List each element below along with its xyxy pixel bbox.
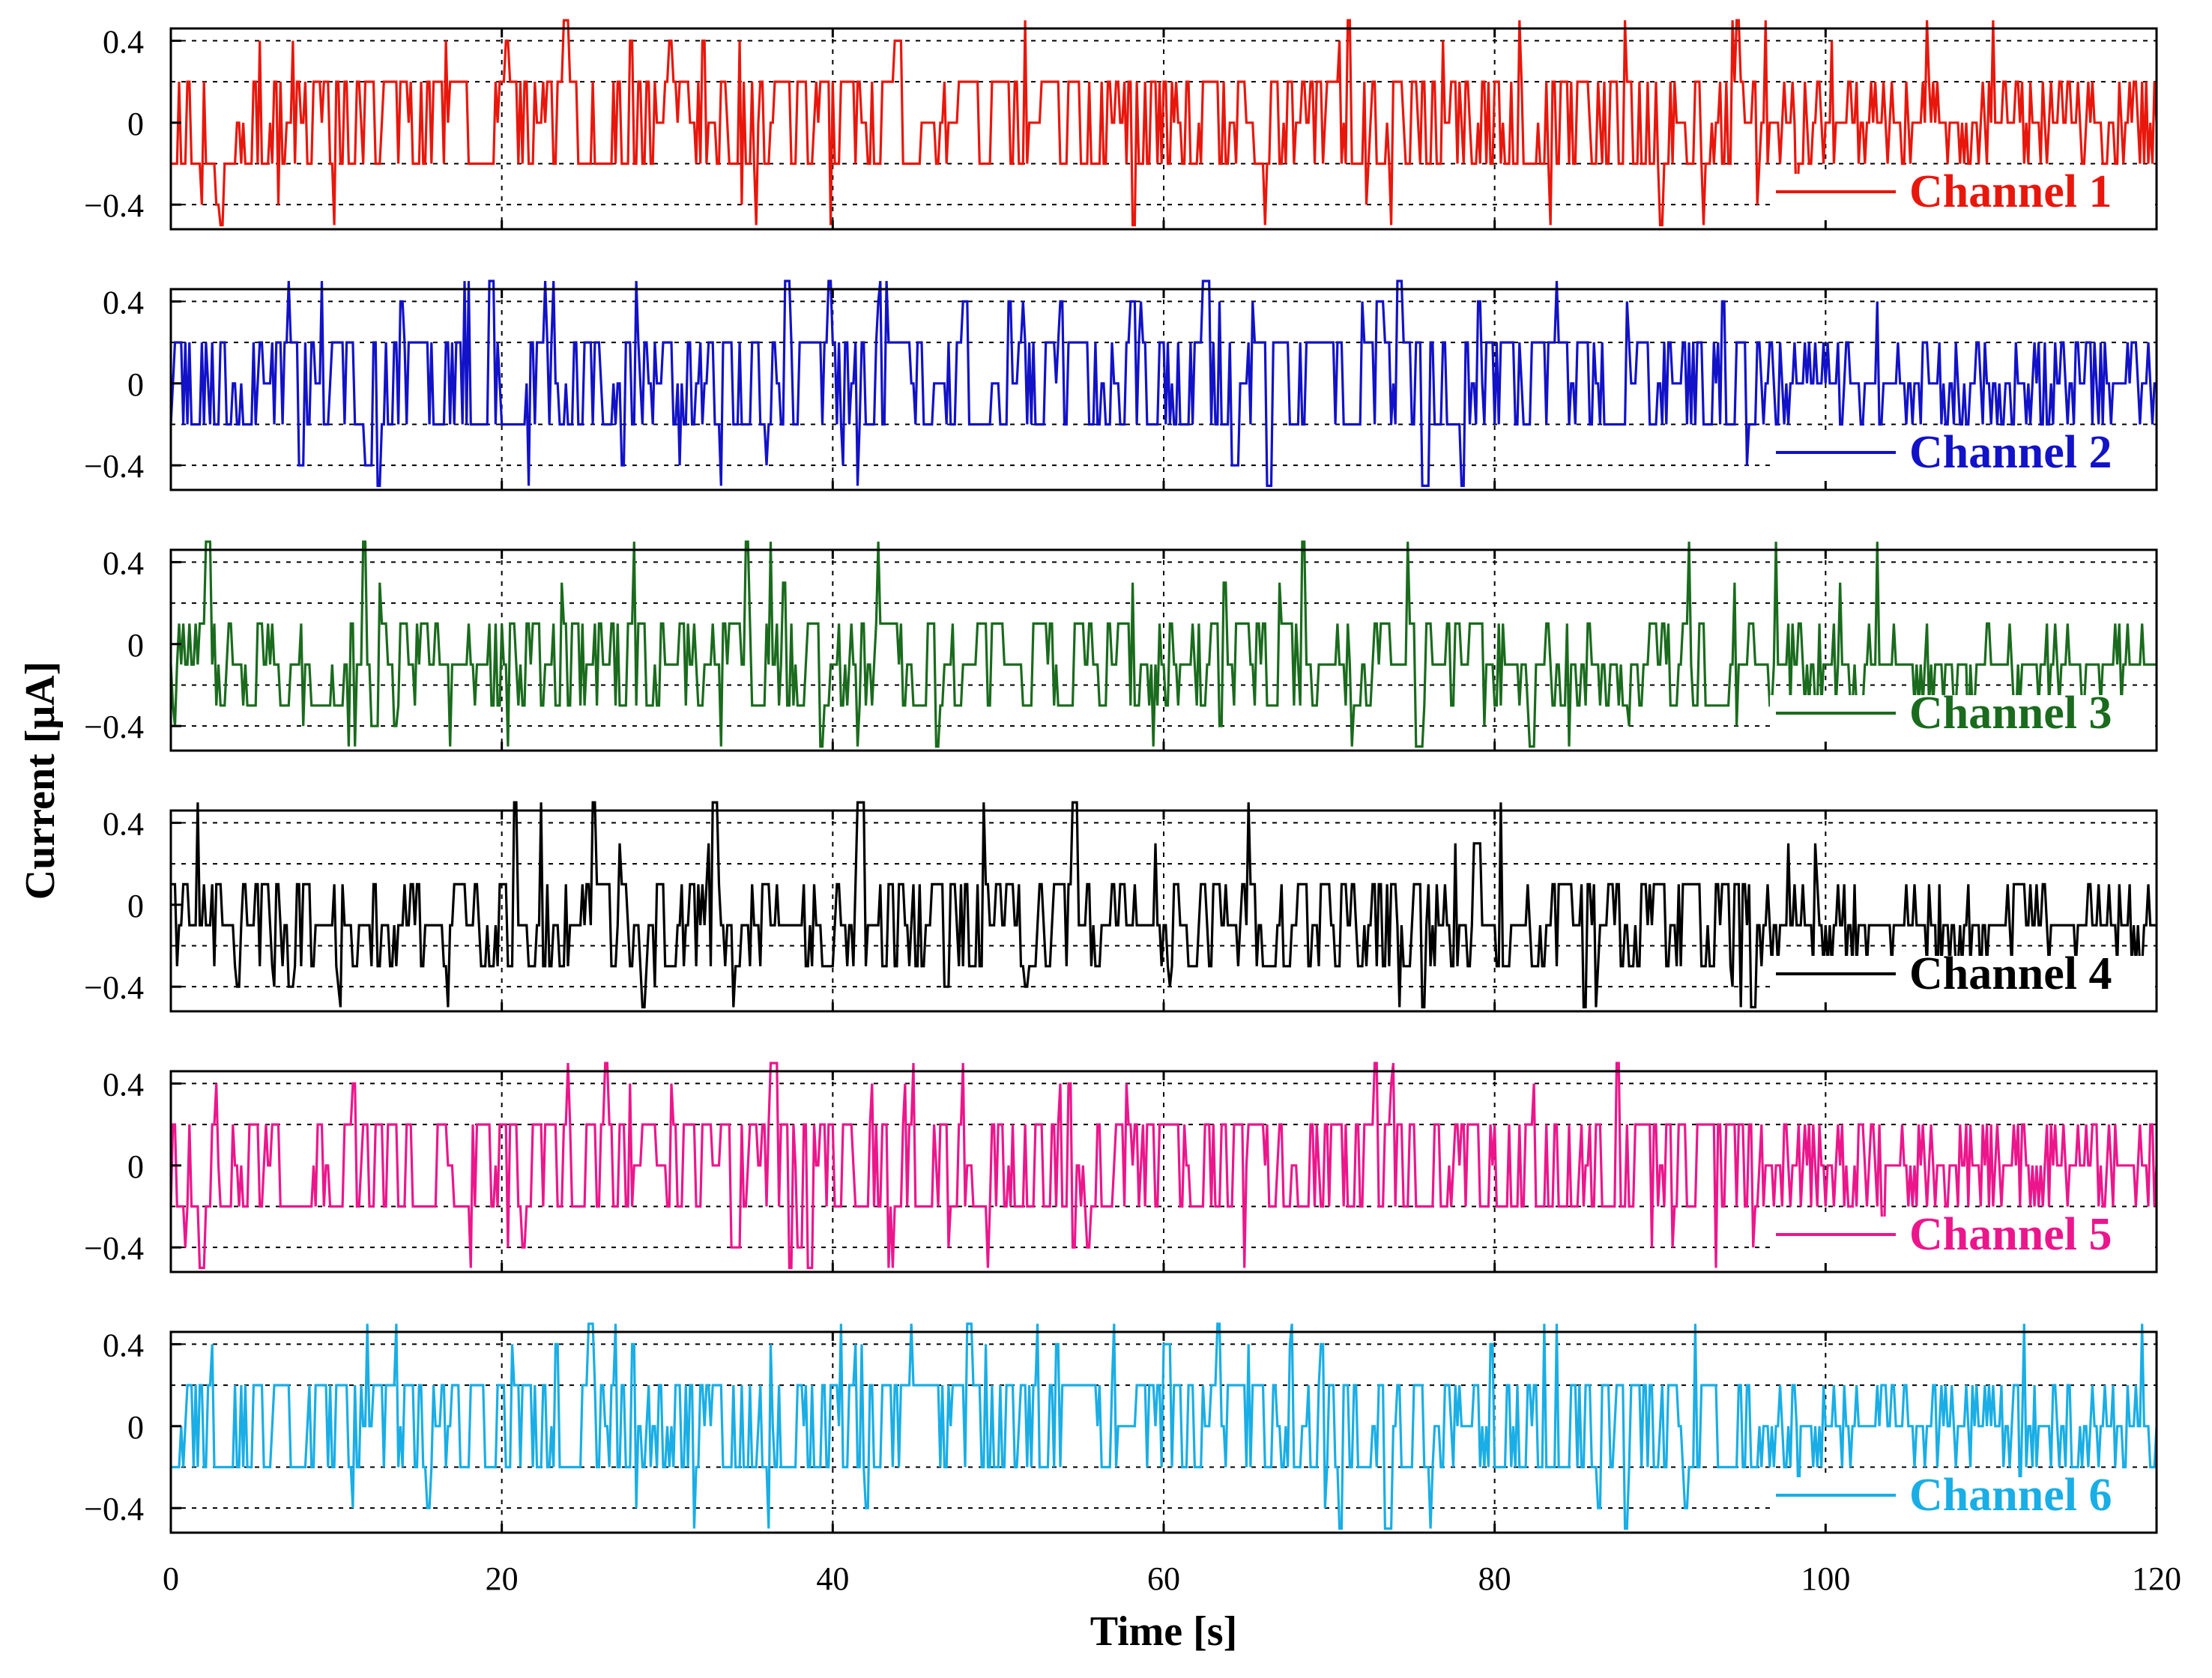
y-tick-label: −0.4 [84, 1491, 144, 1527]
legend-background [1770, 695, 2155, 749]
y-tick-label: −0.4 [84, 969, 144, 1006]
y-tick-label: 0.4 [103, 284, 144, 321]
series-line [169, 540, 2157, 748]
series-line [169, 279, 2157, 488]
x-tick-label: 80 [1478, 1560, 1511, 1597]
legend-background [1770, 1217, 2155, 1270]
channel-panel: Channel 4 0.4 0 −0.4 [84, 801, 2158, 1013]
y-axis-title: Current [μA] [17, 661, 64, 900]
series-line [171, 1322, 2158, 1530]
legend-background [1770, 174, 2155, 228]
legend-background [1770, 1477, 2155, 1531]
y-tick-label: −0.4 [84, 1230, 144, 1267]
x-axis: 0 20 40 60 80 100 120 [163, 1560, 2181, 1597]
x-tick-label: 40 [816, 1560, 849, 1597]
legend-background [1770, 434, 2155, 488]
y-tick-label: 0 [127, 888, 144, 924]
y-tick-label: 0.4 [103, 1327, 144, 1363]
legend-label: Channel 4 [1909, 948, 2112, 999]
legend-background [1770, 956, 2155, 1010]
y-tick-label: 0.4 [103, 545, 144, 581]
channel-panel: Channel 3 0.4 0 −0.4 [84, 540, 2158, 752]
channel-panel: Channel 6 0.4 0 −0.4 [84, 1322, 2158, 1534]
legend-label: Channel 6 [1909, 1470, 2112, 1521]
x-tick-label: 100 [1801, 1560, 1850, 1597]
y-tick-label: 0 [127, 106, 144, 142]
x-tick-label: 0 [163, 1560, 179, 1597]
channel-panel: Channel 5 0.4 0 −0.4 [84, 1061, 2158, 1273]
y-tick-label: −0.4 [84, 709, 144, 745]
legend-label: Channel 2 [1909, 427, 2112, 478]
y-tick-label: 0 [127, 366, 144, 403]
y-tick-label: 0.4 [103, 23, 144, 60]
series-line [171, 801, 2157, 1009]
y-tick-label: 0.4 [103, 805, 144, 842]
legend-label: Channel 5 [1909, 1209, 2112, 1260]
x-tick-label: 20 [486, 1560, 519, 1597]
legend-label: Channel 1 [1909, 166, 2112, 217]
x-tick-label: 60 [1147, 1560, 1180, 1597]
y-tick-label: 0 [127, 1409, 144, 1446]
y-tick-label: 0 [127, 1148, 144, 1185]
y-tick-label: −0.4 [84, 448, 144, 485]
channel-panel: Channel 2 0.4 0 −0.4 [84, 279, 2158, 491]
series-line [171, 19, 2158, 227]
x-axis-title: Time [s] [1090, 1608, 1238, 1655]
y-tick-label: 0 [127, 627, 144, 664]
series-line [169, 1061, 2158, 1270]
y-tick-label: 0.4 [103, 1066, 144, 1103]
channel-panel: Channel 1 0.4 0 −0.4 [84, 19, 2158, 231]
x-tick-label: 120 [2132, 1560, 2181, 1597]
y-tick-label: −0.4 [84, 187, 144, 224]
legend-label: Channel 3 [1909, 688, 2112, 739]
